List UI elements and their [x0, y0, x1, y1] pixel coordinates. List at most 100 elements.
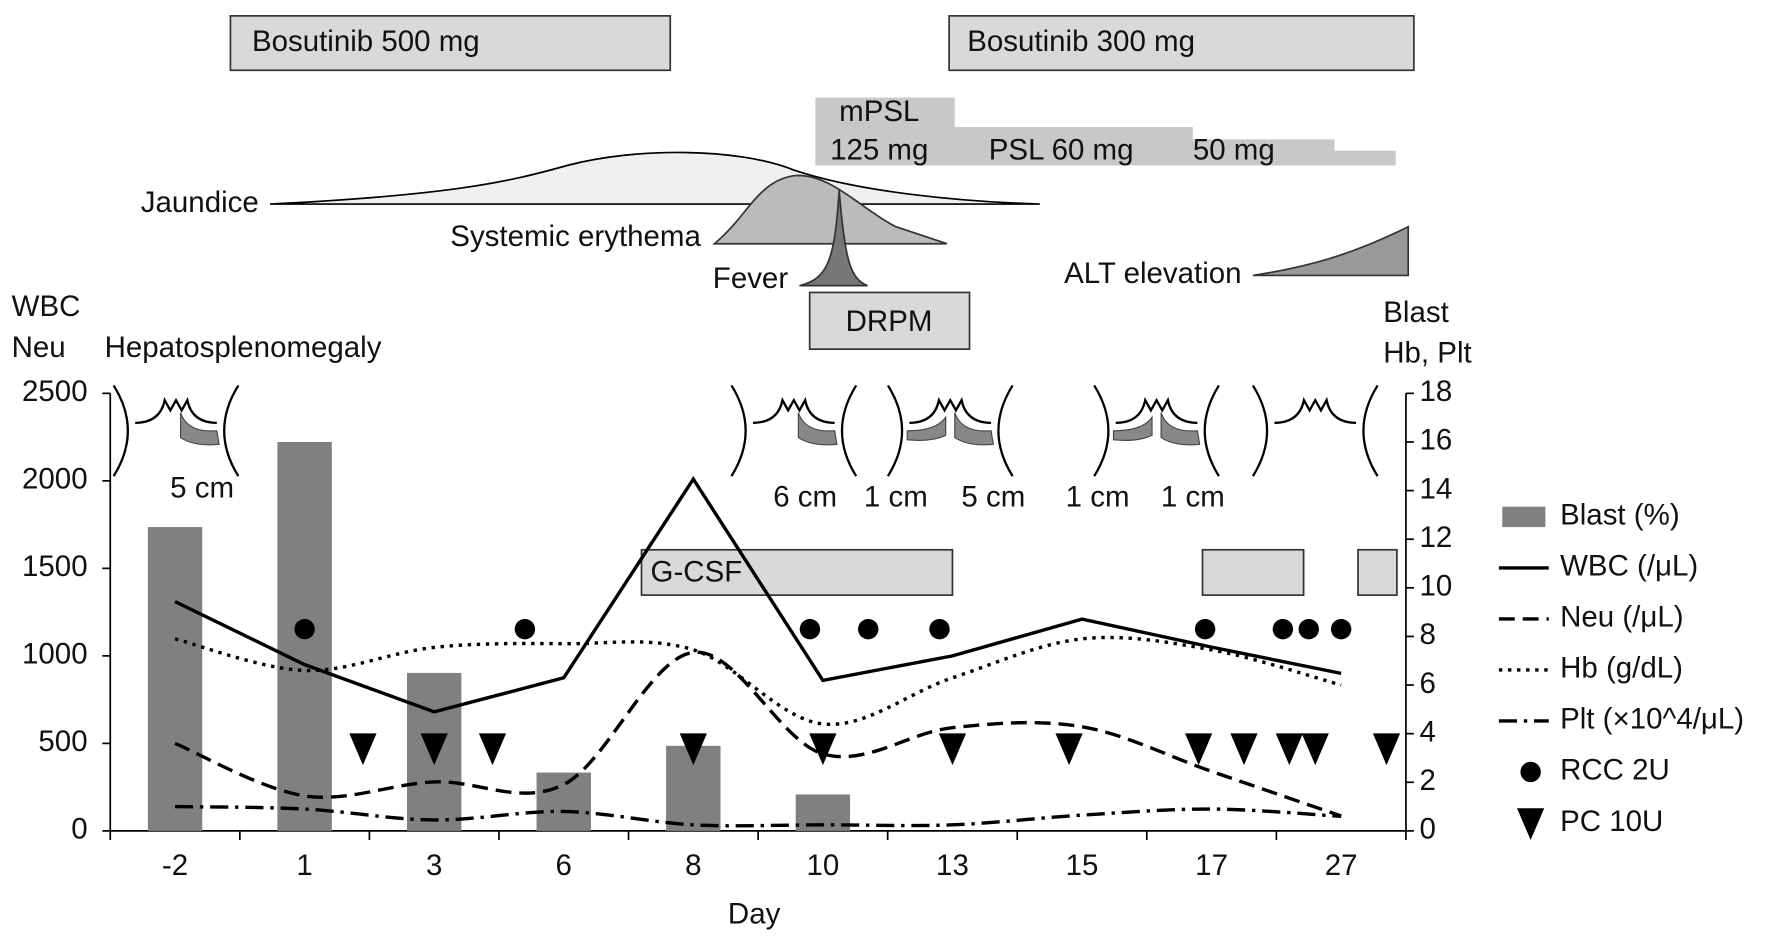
line	[174, 475, 1342, 714]
event-marker	[1372, 733, 1401, 766]
size-label: 1 cm	[1066, 481, 1130, 514]
legend-label: Plt (×10^4/μL)	[1560, 703, 1744, 736]
legend-label: Neu (/μL)	[1560, 601, 1683, 634]
x-tick-label: 6	[556, 849, 572, 882]
event-marker	[929, 618, 950, 640]
gcsf-label: G-CSF	[651, 555, 743, 588]
y-tick-label: 2000	[22, 463, 88, 496]
y-tick-label: 1000	[22, 638, 88, 671]
size-label: 5 cm	[170, 471, 234, 504]
y-tick-label: 1500	[22, 550, 88, 583]
y-tick-label: 0	[71, 813, 87, 846]
event-marker	[679, 733, 707, 766]
symptom-label: Systemic erythema	[450, 220, 701, 253]
hepatosplenomegaly-label: Hepatosplenomegaly	[105, 331, 382, 364]
size-label: 1 cm	[864, 481, 928, 514]
symptom-shape	[712, 174, 948, 245]
event-marker	[1330, 618, 1352, 640]
steroid-label: 50 mg	[1193, 134, 1275, 167]
y2-tick-label: 12	[1420, 521, 1453, 554]
abdomen-icon	[112, 384, 240, 478]
treatment-label: Bosutinib 500 mg	[252, 25, 480, 58]
legend-swatch	[1502, 506, 1546, 528]
legend-label: PC 10U	[1560, 805, 1663, 838]
y2-tick-label: 6	[1420, 667, 1436, 700]
gcsf-span	[1201, 548, 1305, 596]
treatment-box	[948, 15, 1415, 72]
y-axis-label: Neu	[12, 331, 66, 364]
y2-tick-label: 10	[1420, 570, 1453, 603]
y2-tick-label: 4	[1420, 715, 1436, 748]
steroid-label: mPSL	[839, 95, 919, 128]
y2-axis-label: Blast	[1383, 296, 1449, 329]
y-axis-label: WBC	[12, 290, 81, 323]
gcsf-span	[1357, 548, 1398, 596]
x-tick-label: 3	[426, 849, 442, 882]
event-marker	[1055, 733, 1083, 766]
symptom-shape	[1252, 225, 1410, 277]
event-marker	[809, 733, 837, 766]
event-marker	[1272, 618, 1294, 640]
x-tick-label: -2	[162, 849, 188, 882]
size-label: 5 cm	[961, 481, 1025, 514]
steroid-steps	[815, 97, 1396, 166]
y2-tick-label: 16	[1420, 424, 1453, 457]
event-marker	[478, 733, 507, 766]
x-tick-label: 10	[806, 849, 839, 882]
event-marker	[938, 733, 967, 766]
legend-swatch	[1520, 761, 1541, 783]
x-tick-label: 17	[1195, 849, 1228, 882]
event-marker	[1185, 733, 1213, 766]
legend-label: RCC 2U	[1560, 754, 1670, 787]
bar	[147, 527, 203, 831]
y-tick-label: 500	[38, 725, 87, 758]
y-tick-label: 2500	[22, 375, 88, 408]
symptom-label: ALT elevation	[1064, 257, 1241, 290]
legend-label: WBC (/μL)	[1560, 550, 1698, 583]
symptom-shape	[799, 190, 868, 287]
x-axis-label: Day	[728, 898, 781, 931]
x-tick-label: 13	[936, 849, 969, 882]
event-marker	[858, 618, 879, 640]
symptom-shape	[270, 151, 1040, 205]
x-tick-label: 27	[1325, 849, 1358, 882]
event-marker	[1275, 733, 1303, 766]
legend-label: Hb (g/dL)	[1560, 652, 1683, 685]
event-marker	[514, 618, 536, 640]
y2-tick-label: 0	[1420, 813, 1436, 846]
drpm-label: DRPM	[846, 305, 933, 338]
line	[174, 635, 1342, 727]
size-label: 6 cm	[773, 481, 837, 514]
legend-swatch	[1517, 808, 1545, 840]
gcsf-span	[640, 548, 954, 596]
treatment-label: Bosutinib 300 mg	[967, 25, 1195, 58]
event-marker	[799, 618, 821, 640]
event-marker	[1230, 733, 1258, 766]
event-marker	[1298, 618, 1319, 640]
event-marker	[1194, 618, 1216, 640]
event-marker	[420, 733, 448, 766]
x-tick-label: 1	[296, 849, 312, 882]
legend-label: Blast (%)	[1560, 499, 1680, 532]
line	[175, 804, 1342, 828]
symptom-label: Fever	[713, 262, 789, 295]
steroid-label: PSL 60 mg	[989, 134, 1134, 167]
y2-tick-label: 18	[1420, 375, 1453, 408]
event-marker	[1301, 733, 1329, 766]
abdomen-icon	[730, 384, 858, 478]
symptom-label: Jaundice	[141, 186, 259, 219]
abdomen-icon	[1093, 384, 1221, 478]
drpm-box	[808, 291, 971, 350]
event-marker	[294, 618, 315, 640]
steroid-label: 125 mg	[830, 134, 928, 167]
abdomen-icon	[886, 384, 1014, 478]
event-marker	[349, 733, 377, 766]
treatment-box	[229, 15, 672, 72]
y2-axis-label: Hb, Plt	[1383, 337, 1471, 370]
bar	[536, 772, 591, 831]
y2-tick-label: 8	[1420, 618, 1436, 651]
line	[174, 650, 1342, 818]
abdomen-icon	[1251, 384, 1379, 478]
